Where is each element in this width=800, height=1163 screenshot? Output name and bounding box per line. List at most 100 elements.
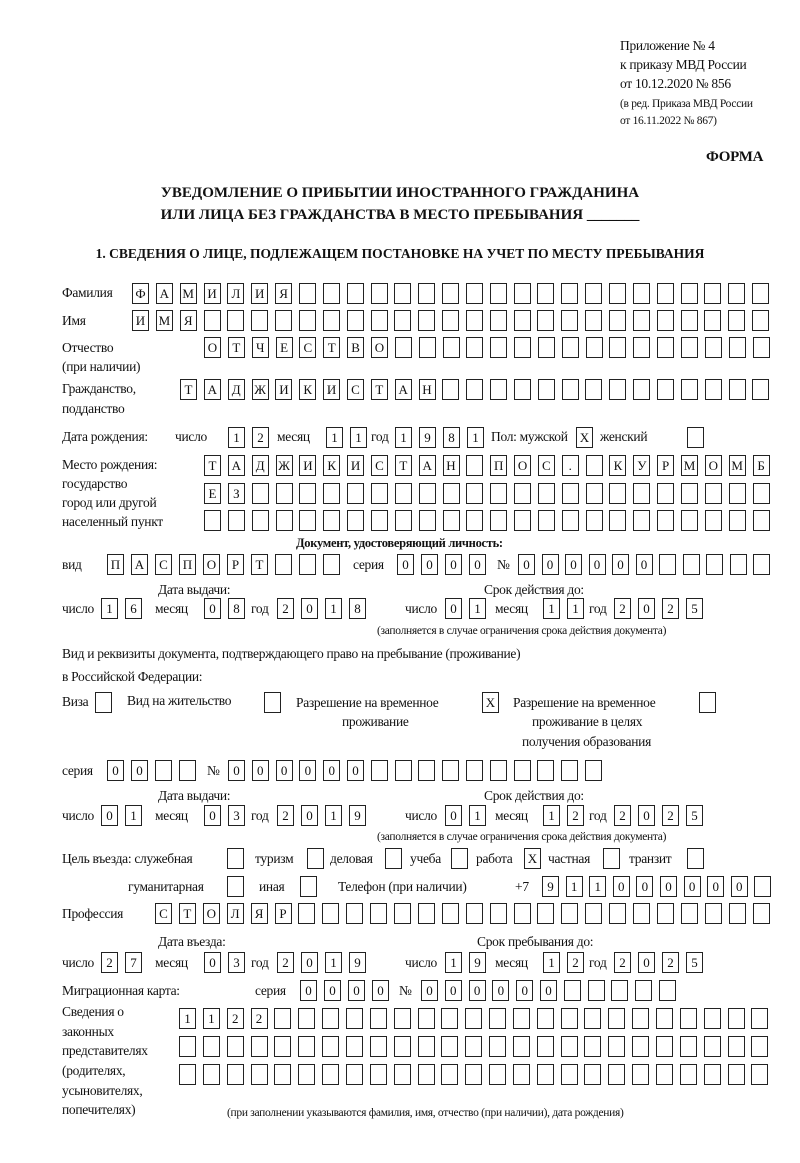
reps-1-box[interactable]: [632, 1008, 650, 1029]
profession-box[interactable]: [417, 903, 435, 924]
birth-place-2-box[interactable]: [251, 483, 269, 504]
doc-kind-box[interactable]: П: [107, 554, 124, 575]
patronymic-box[interactable]: [609, 337, 627, 358]
reps-1-box[interactable]: [703, 1008, 721, 1029]
doc-issue-month-box[interactable]: 0: [204, 598, 221, 619]
birth-place-2-box[interactable]: З: [227, 483, 245, 504]
birth-place-2-box[interactable]: [347, 483, 365, 504]
patronymic-box[interactable]: Т: [323, 337, 341, 358]
doc-issue-year-box[interactable]: 2: [277, 598, 294, 619]
patronymic-box[interactable]: [728, 337, 746, 358]
surname-box[interactable]: [370, 283, 388, 304]
birth-place-3-box[interactable]: [323, 510, 341, 531]
reps-3-box[interactable]: [584, 1064, 602, 1085]
reps-3-box[interactable]: [751, 1064, 769, 1085]
patronymic-box[interactable]: О: [370, 337, 388, 358]
doc-series-box[interactable]: 0: [469, 554, 486, 575]
reps-2-box[interactable]: [274, 1036, 292, 1057]
reps-3-box[interactable]: [393, 1064, 411, 1085]
patronymic-box[interactable]: [514, 337, 532, 358]
purpose-work-box[interactable]: X: [524, 848, 541, 869]
reps-3-box[interactable]: [345, 1064, 363, 1085]
stay-month-box[interactable]: 1: [543, 952, 560, 973]
birth-place-1-box[interactable]: А: [418, 455, 436, 476]
birth-year-box[interactable]: 1: [395, 427, 412, 448]
reps-1-box[interactable]: [345, 1008, 363, 1029]
reps-2-box[interactable]: [393, 1036, 411, 1057]
citizenship-box[interactable]: [513, 379, 531, 400]
citizenship-box[interactable]: [490, 379, 508, 400]
doc-series-box[interactable]: 0: [397, 554, 414, 575]
reps-2-box[interactable]: [656, 1036, 673, 1057]
phone-box[interactable]: 1: [589, 876, 607, 897]
profession-box[interactable]: [370, 903, 388, 924]
birth-place-1-box[interactable]: С: [370, 455, 388, 476]
doc-number-box[interactable]: [706, 554, 723, 575]
right-number-box[interactable]: 0: [299, 760, 317, 781]
surname-box[interactable]: [680, 283, 698, 304]
citizenship-box[interactable]: Т: [370, 379, 388, 400]
birth-place-3-box[interactable]: [728, 510, 746, 531]
reps-2-box[interactable]: [179, 1036, 196, 1057]
reps-2-box[interactable]: [751, 1036, 769, 1057]
phone-box[interactable]: [754, 876, 772, 897]
reps-1-box[interactable]: [465, 1008, 483, 1029]
profession-box[interactable]: [513, 903, 531, 924]
name-box[interactable]: И: [132, 310, 149, 331]
surname-box[interactable]: Ф: [132, 283, 149, 304]
surname-box[interactable]: И: [251, 283, 269, 304]
reps-1-box[interactable]: 1: [202, 1008, 220, 1029]
profession-box[interactable]: [752, 903, 770, 924]
residence-box[interactable]: [264, 692, 281, 713]
phone-box[interactable]: 0: [636, 876, 654, 897]
doc-number-box[interactable]: [659, 554, 676, 575]
name-box[interactable]: М: [155, 310, 173, 331]
birth-place-1-box[interactable]: [585, 455, 603, 476]
birth-place-3-box[interactable]: [275, 510, 293, 531]
reps-3-box[interactable]: [274, 1064, 292, 1085]
reps-1-box[interactable]: [393, 1008, 411, 1029]
surname-box[interactable]: [728, 283, 746, 304]
patronymic-box[interactable]: В: [347, 337, 365, 358]
birth-place-2-box[interactable]: [370, 483, 388, 504]
name-box[interactable]: [680, 310, 698, 331]
reps-3-box[interactable]: [679, 1064, 697, 1085]
doc-number-box[interactable]: 0: [541, 554, 559, 575]
birth-day-box[interactable]: 1: [228, 427, 245, 448]
doc-kind-box[interactable]: [275, 554, 292, 575]
right-number-box[interactable]: [585, 760, 602, 781]
right-valid-year-box[interactable]: 5: [686, 805, 703, 826]
reps-3-box[interactable]: [656, 1064, 673, 1085]
name-box[interactable]: [561, 310, 579, 331]
birth-place-2-box[interactable]: [681, 483, 698, 504]
surname-box[interactable]: [537, 283, 555, 304]
birth-place-3-box[interactable]: [418, 510, 436, 531]
sex-male-box[interactable]: X: [576, 427, 593, 448]
reps-1-box[interactable]: [608, 1008, 626, 1029]
doc-issue-year-box[interactable]: 8: [349, 598, 366, 619]
birth-place-1-box[interactable]: Т: [394, 455, 412, 476]
profession-box[interactable]: Р: [274, 903, 292, 924]
reps-2-box[interactable]: [322, 1036, 340, 1057]
sex-female-box[interactable]: [687, 427, 704, 448]
purpose-study-box[interactable]: [451, 848, 468, 869]
birth-place-1-box[interactable]: М: [681, 455, 698, 476]
profession-box[interactable]: [441, 903, 459, 924]
name-box[interactable]: [585, 310, 603, 331]
name-box[interactable]: [656, 310, 674, 331]
reps-3-box[interactable]: [727, 1064, 745, 1085]
right-number-box[interactable]: 0: [228, 760, 245, 781]
purpose-other-box[interactable]: [300, 876, 317, 897]
name-box[interactable]: [275, 310, 293, 331]
reps-3-box[interactable]: [489, 1064, 507, 1085]
profession-box[interactable]: [537, 903, 555, 924]
name-box[interactable]: [322, 310, 340, 331]
citizenship-box[interactable]: [466, 379, 484, 400]
reps-2-box[interactable]: [345, 1036, 363, 1057]
patronymic-box[interactable]: [633, 337, 651, 358]
reps-1-box[interactable]: [322, 1008, 340, 1029]
reps-2-box[interactable]: [632, 1036, 650, 1057]
birth-place-1-box[interactable]: О: [704, 455, 722, 476]
profession-box[interactable]: [585, 903, 603, 924]
birth-place-2-box[interactable]: [418, 483, 436, 504]
